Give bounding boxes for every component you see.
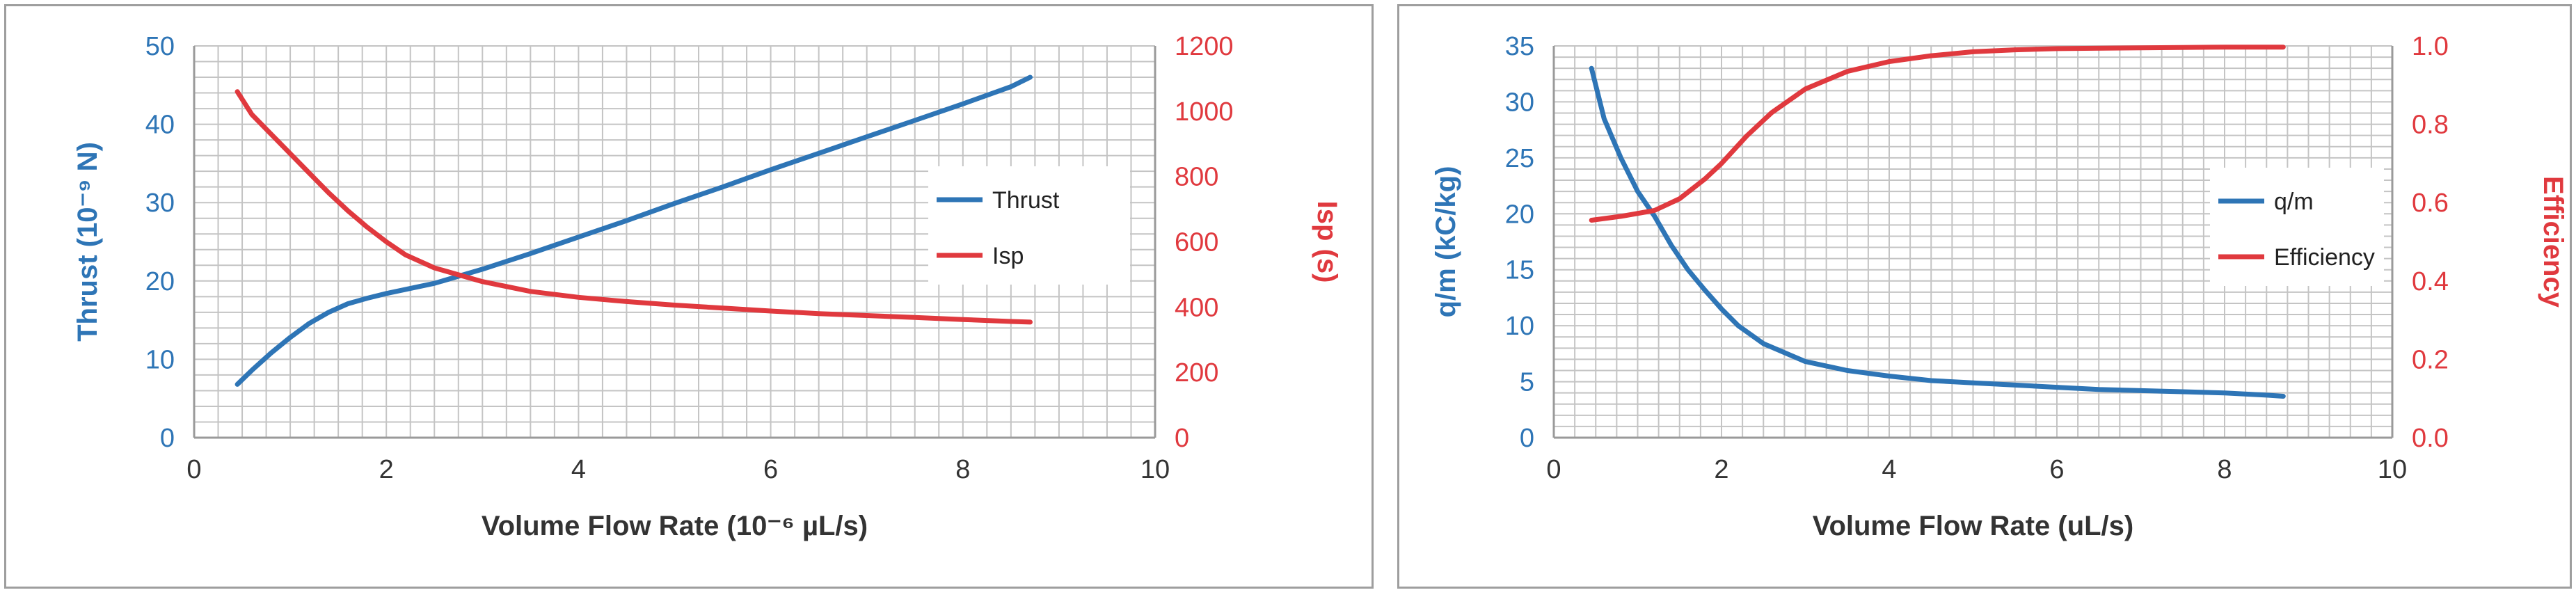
y2-axis-title: Isp (s) (1312, 201, 1342, 283)
legend-box (2210, 168, 2384, 286)
y2-tick-label: 800 (1175, 163, 1218, 192)
legend: q/m Efficiency (2210, 168, 2384, 286)
x-tick-label: 10 (2378, 455, 2407, 484)
y2-tick-label: 0.8 (2412, 111, 2449, 140)
x-tick-label: 0 (186, 455, 201, 484)
x-tick-label: 8 (2217, 455, 2232, 484)
y-tick-label: 5 (1520, 368, 1534, 397)
series-line-efficiency (1589, 45, 2286, 223)
legend-entry: Thrust (992, 187, 1060, 214)
x-tick-label: 0 (1546, 455, 1561, 484)
y-tick-label: 20 (145, 267, 175, 296)
x-tick-label: 2 (1714, 455, 1728, 484)
x-axis-title: Volume Flow Rate (uL/s) (1813, 511, 2134, 541)
x-axis-title: Volume Flow Rate (10⁻⁶ µL/s) (482, 511, 868, 541)
y-tick-label: 20 (1505, 200, 1534, 229)
y-tick-label: 0 (160, 424, 175, 453)
thrust-isp-chart: 0 2 4 6 8 1001020304050020040060080010001200V… (72, 32, 1342, 541)
y2-tick-label: 600 (1175, 228, 1218, 257)
y-tick-label: 50 (145, 32, 175, 61)
y-tick-label: 35 (1505, 32, 1534, 61)
qm-efficiency-chart: 0 2 4 6 8 10 0 5 10 15 20 25 30 35 0.0 0.2 0.4 0.6 0.8 1.0 V… (1431, 32, 2568, 541)
series-line-q-m (1589, 65, 2286, 399)
legend-box (928, 166, 1130, 285)
chart-panel-qm-efficiency: 0 2 4 6 8 10 0 5 10 15 20 25 30 35 0.0 0.2 0.4 0.6 0.8 1.0 V… (1397, 4, 2572, 589)
y2-tick-label: 0 (1175, 424, 1189, 453)
x-tick-label: 2 (379, 455, 394, 484)
gridlines (193, 45, 1156, 438)
y2-tick-label: 0.4 (2412, 267, 2449, 296)
y-axis-title: q/m (kC/kg) (1431, 166, 1461, 318)
y-tick-label: 10 (1505, 312, 1534, 341)
y2-tick-label: 1.0 (2412, 32, 2449, 61)
y-tick-label: 30 (1505, 88, 1534, 117)
y-tick-label: 15 (1505, 256, 1534, 285)
y-tick-label: 30 (145, 189, 175, 218)
y2-axis-title: Efficiency (2538, 176, 2568, 308)
legend-entry: Isp (992, 243, 1024, 269)
legend-entry: Efficiency (2274, 244, 2375, 271)
x-tick-label: 6 (2049, 455, 2064, 484)
y-tick-label: 0 (1520, 424, 1534, 453)
y2-tick-label: 1200 (1175, 32, 1234, 61)
x-tick-label: 4 (571, 455, 586, 484)
y-tick-label: 10 (145, 345, 175, 374)
series-line-thrust (234, 74, 1033, 387)
y2-tick-label: 0.2 (2412, 345, 2449, 374)
legend-entry: q/m (2274, 189, 2314, 215)
x-tick-label: 8 (955, 455, 970, 484)
legend: Thrust Isp (928, 166, 1130, 285)
y-axis-title: Thrust (10⁻⁹ N) (72, 142, 103, 342)
y2-tick-label: 0.0 (2412, 424, 2449, 453)
y2-tick-label: 0.6 (2412, 189, 2449, 218)
y-tick-label: 25 (1505, 144, 1534, 173)
x-tick-label: 10 (1140, 455, 1170, 484)
y2-tick-label: 1000 (1175, 97, 1234, 127)
x-tick-label: 6 (763, 455, 778, 484)
chart-panel-thrust-isp: 0 2 4 6 8 10 0 10 20 30 40 50 0 200 400 600 800 1000 1200 V… (4, 4, 1374, 589)
series-line-isp (234, 89, 1033, 325)
y2-tick-label: 400 (1175, 293, 1218, 322)
y-tick-label: 40 (145, 111, 175, 140)
y2-tick-label: 200 (1175, 358, 1218, 388)
x-tick-label: 4 (1882, 455, 1896, 484)
